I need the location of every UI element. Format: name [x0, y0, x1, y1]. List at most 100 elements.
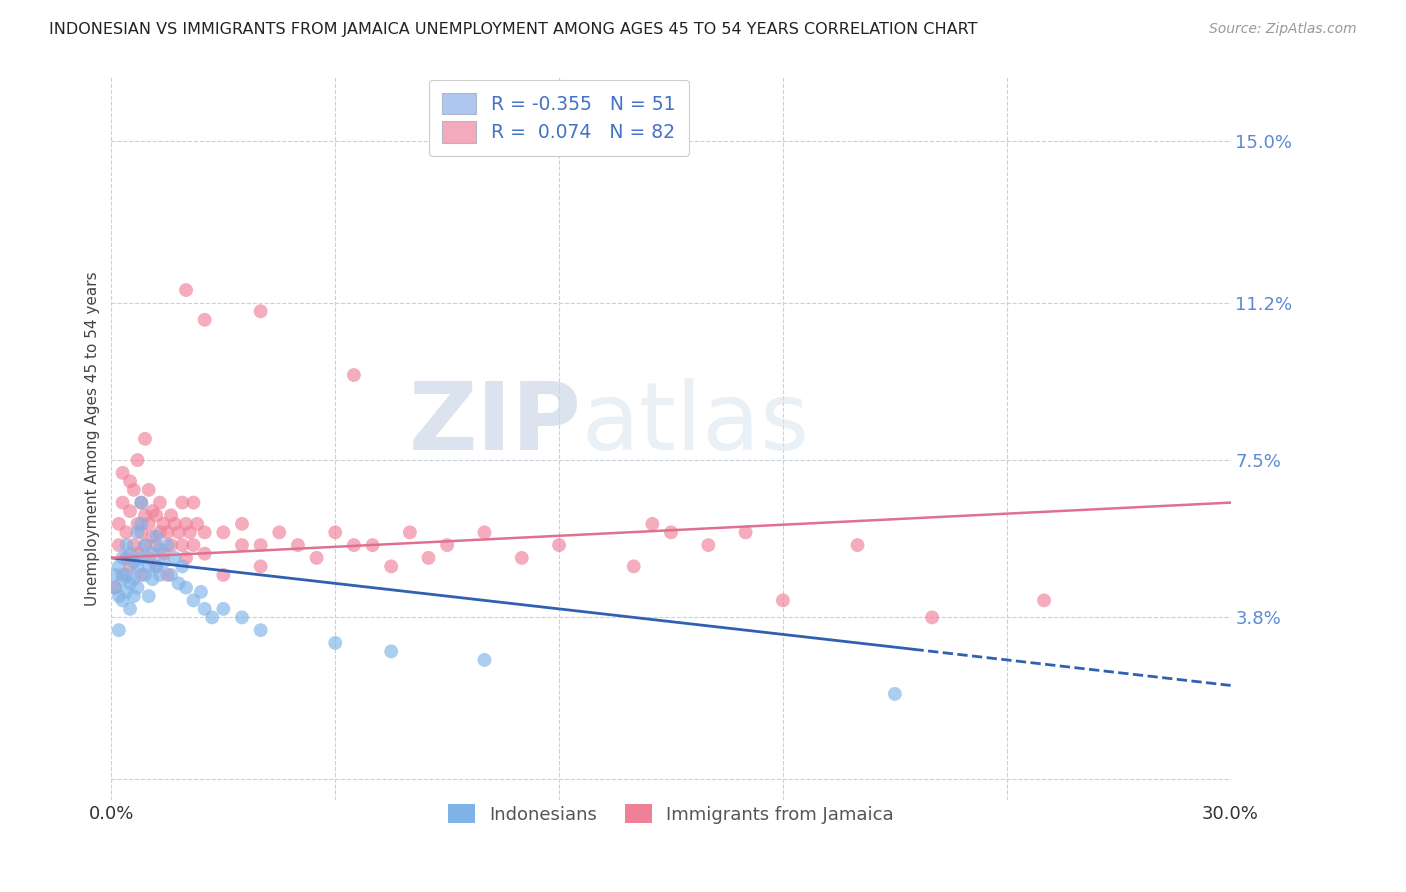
Point — [145, 538, 167, 552]
Point — [149, 495, 172, 509]
Point — [122, 538, 145, 552]
Point — [183, 495, 205, 509]
Point — [194, 313, 217, 327]
Point — [129, 567, 152, 582]
Point — [343, 368, 366, 382]
Point — [190, 585, 212, 599]
Point — [249, 559, 271, 574]
Point — [194, 547, 217, 561]
Point — [697, 538, 720, 552]
Point — [231, 610, 253, 624]
Point — [160, 567, 183, 582]
Point — [134, 538, 156, 552]
Point — [167, 576, 190, 591]
Point — [108, 559, 131, 574]
Point — [734, 525, 756, 540]
Point — [160, 538, 183, 552]
Point — [152, 547, 174, 561]
Point — [172, 538, 194, 552]
Point — [104, 581, 127, 595]
Point — [134, 567, 156, 582]
Point — [269, 525, 291, 540]
Point — [145, 559, 167, 574]
Point — [149, 567, 172, 582]
Text: atlas: atlas — [582, 378, 810, 470]
Point — [129, 495, 152, 509]
Point — [145, 559, 167, 574]
Point — [141, 547, 163, 561]
Point — [127, 453, 149, 467]
Point — [212, 525, 235, 540]
Point — [138, 516, 160, 531]
Point — [305, 550, 328, 565]
Point — [115, 525, 138, 540]
Point — [122, 483, 145, 497]
Point — [436, 538, 458, 552]
Point — [152, 555, 174, 569]
Point — [1033, 593, 1056, 607]
Point — [127, 581, 149, 595]
Point — [141, 504, 163, 518]
Text: INDONESIAN VS IMMIGRANTS FROM JAMAICA UNEMPLOYMENT AMONG AGES 45 TO 54 YEARS COR: INDONESIAN VS IMMIGRANTS FROM JAMAICA UN… — [49, 22, 977, 37]
Point — [129, 525, 152, 540]
Point — [108, 516, 131, 531]
Point — [174, 516, 197, 531]
Point — [122, 572, 145, 586]
Point — [104, 581, 127, 595]
Point — [115, 567, 138, 582]
Point — [149, 542, 172, 557]
Point — [111, 593, 134, 607]
Point — [108, 623, 131, 637]
Point — [145, 508, 167, 523]
Point — [510, 550, 533, 565]
Point — [163, 550, 186, 565]
Point — [104, 567, 127, 582]
Point — [134, 538, 156, 552]
Point — [152, 516, 174, 531]
Point — [122, 555, 145, 569]
Point — [141, 530, 163, 544]
Point — [141, 572, 163, 586]
Point — [172, 495, 194, 509]
Y-axis label: Unemployment Among Ages 45 to 54 years: Unemployment Among Ages 45 to 54 years — [86, 271, 100, 607]
Point — [179, 525, 201, 540]
Point — [418, 550, 440, 565]
Point — [186, 516, 208, 531]
Point — [129, 495, 152, 509]
Point — [120, 602, 142, 616]
Point — [883, 687, 905, 701]
Point — [120, 547, 142, 561]
Point — [623, 559, 645, 574]
Point — [129, 516, 152, 531]
Point — [156, 538, 179, 552]
Point — [111, 572, 134, 586]
Point — [772, 593, 794, 607]
Point — [194, 525, 217, 540]
Point — [174, 283, 197, 297]
Point — [231, 538, 253, 552]
Point — [156, 525, 179, 540]
Point — [120, 504, 142, 518]
Point — [160, 508, 183, 523]
Point — [115, 550, 138, 565]
Point — [249, 623, 271, 637]
Text: Source: ZipAtlas.com: Source: ZipAtlas.com — [1209, 22, 1357, 37]
Point — [921, 610, 943, 624]
Point — [122, 589, 145, 603]
Point — [138, 589, 160, 603]
Point — [127, 525, 149, 540]
Point — [108, 589, 131, 603]
Point — [156, 567, 179, 582]
Point — [846, 538, 869, 552]
Point — [174, 581, 197, 595]
Point — [474, 525, 496, 540]
Point — [138, 483, 160, 497]
Point — [249, 304, 271, 318]
Point — [167, 525, 190, 540]
Point — [172, 559, 194, 574]
Point — [201, 610, 224, 624]
Text: ZIP: ZIP — [409, 378, 582, 470]
Point — [212, 602, 235, 616]
Point — [659, 525, 682, 540]
Point — [174, 550, 197, 565]
